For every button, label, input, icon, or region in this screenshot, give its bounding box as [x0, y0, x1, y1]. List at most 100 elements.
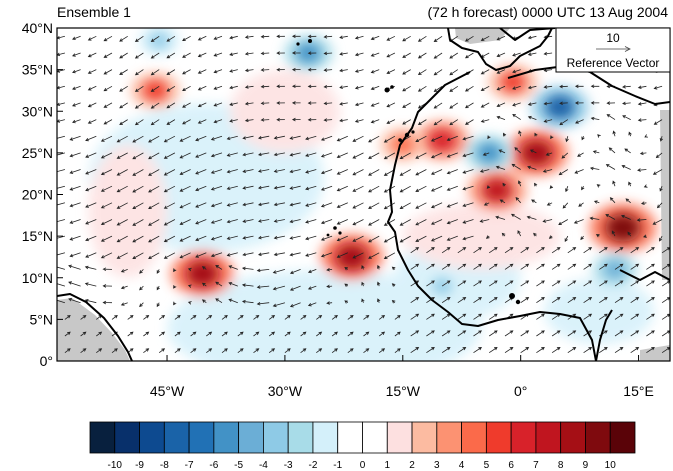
wind-vector-arrow: [653, 119, 663, 125]
wind-vector-arrow: [305, 202, 317, 207]
wind-vector-arrow: [229, 102, 238, 106]
wind-vector-arrow: [354, 69, 364, 73]
reference-vector-box: 10 Reference Vector: [555, 27, 671, 73]
wind-vector-arrow: [289, 185, 301, 190]
wind-vector-arrow: [229, 52, 238, 56]
colorbar-label: -10: [108, 460, 123, 471]
wind-vector-arrow: [68, 264, 81, 270]
wind-vector-arrow: [606, 114, 616, 120]
colorbar-label: 9: [583, 460, 589, 471]
wind-vector-arrow: [599, 297, 608, 304]
wind-vector-arrow: [273, 152, 285, 157]
wind-vector-arrow: [464, 35, 474, 42]
wind-vector-arrow: [134, 102, 144, 109]
latitude-axis: 0° 5°N 10°N 15°N 20°N 25°N 30°N 35°N 40°N: [22, 20, 63, 369]
wind-vector-arrow: [197, 102, 207, 108]
wind-vector-arrow: [402, 35, 411, 42]
wind-vector-arrow: [583, 280, 593, 287]
wind-vector-arrow: [583, 263, 593, 270]
wind-vector-arrow: [197, 52, 207, 58]
wind-vector-arrow: [504, 263, 514, 270]
wind-vector-arrow: [441, 263, 451, 270]
wind-vector-arrow: [441, 297, 451, 304]
wind-vector-arrow: [242, 219, 254, 223]
wind-vector-arrow: [166, 35, 176, 42]
wind-vector-arrow: [320, 252, 333, 258]
wind-vector-arrow: [272, 302, 286, 308]
wind-vector-arrow: [498, 149, 506, 154]
wind-vector-arrow: [307, 67, 317, 72]
wind-vector-arrow: [64, 315, 71, 320]
wind-vector-arrow: [242, 202, 254, 207]
wind-vector-arrow: [488, 347, 498, 354]
wind-vector-arrow: [462, 169, 474, 174]
wind-vector-arrow: [410, 347, 420, 354]
wind-vector-arrow: [273, 135, 285, 140]
wind-vector-arrow: [339, 102, 348, 106]
wind-vector-arrow: [580, 235, 584, 241]
wind-vector-arrow: [512, 102, 521, 107]
wind-vector-arrow: [486, 185, 491, 189]
wind-vector-arrow: [446, 202, 458, 208]
wind-vector-arrow: [536, 297, 545, 304]
wind-vector-arrow: [562, 202, 569, 209]
wind-vector-arrow: [430, 219, 443, 225]
wind-vector-arrow: [630, 330, 640, 337]
wind-vector-arrow: [504, 280, 514, 287]
wind-vector-arrow: [536, 330, 545, 337]
wind-vector-arrow: [457, 247, 467, 254]
wind-vector-arrow: [496, 69, 506, 74]
anomaly-center: [335, 243, 369, 270]
wind-vector-arrow: [336, 219, 348, 225]
wind-vector-arrow: [383, 152, 396, 160]
wind-vector-arrow: [488, 313, 498, 320]
wind-vector-arrow: [272, 285, 286, 291]
wind-vector-arrow: [527, 115, 537, 120]
wind-vector-arrow: [352, 169, 364, 176]
wind-vector-arrow: [622, 84, 631, 89]
wind-vector-arrow: [103, 119, 113, 125]
wind-vector-arrow: [150, 52, 160, 59]
wind-vector-arrow: [326, 267, 333, 272]
wind-vector-arrow: [226, 169, 238, 174]
wind-vector-arrow: [573, 219, 584, 224]
wind-vector-arrow: [210, 185, 223, 191]
colorbar-swatch: [287, 421, 314, 454]
eastern-africa-boundary: [619, 269, 670, 281]
colorbar-swatch: [411, 421, 438, 454]
wind-vector-arrow: [226, 152, 238, 157]
wind-vector-arrow: [457, 297, 467, 304]
wind-vector-arrow: [268, 348, 276, 354]
wind-vector-arrow: [68, 281, 81, 287]
wind-vector-arrow: [449, 69, 459, 76]
wind-vector-arrow: [368, 252, 380, 259]
wind-vector-arrow: [352, 135, 364, 142]
longitude-axis: 45°W 30°W 15°W 0° 15°E: [150, 355, 654, 399]
wind-vector-arrow: [583, 247, 593, 254]
wind-vector-arrow: [488, 247, 498, 254]
wind-vector-arrow: [378, 331, 386, 337]
wind-vector-arrow: [487, 135, 491, 140]
wind-vector-arrow: [320, 169, 333, 175]
wind-vector-arrow: [323, 68, 333, 72]
colorbar-swatch: [238, 421, 264, 454]
wind-vector-arrow: [307, 285, 317, 290]
wind-vector-arrow: [386, 102, 396, 108]
wind-vector-arrow: [102, 300, 113, 305]
reference-vector-arrowhead: [624, 46, 631, 52]
anomaly-center: [603, 260, 627, 279]
wind-vector-arrow: [551, 347, 561, 354]
wind-vector-arrow: [630, 263, 640, 270]
wind-vector-arrow: [291, 101, 301, 105]
wind-vector-arrow: [336, 152, 348, 158]
wind-vector-arrow: [646, 330, 655, 337]
wind-vector-arrow: [614, 247, 624, 254]
wind-vector-arrow: [305, 152, 317, 157]
wind-vector-arrow: [462, 152, 474, 158]
wind-vector-arrow: [163, 235, 176, 243]
wind-vector-arrow: [289, 285, 301, 291]
wind-vector-arrow: [320, 152, 333, 158]
wind-vector-arrow: [464, 85, 474, 92]
lat-tick-label: 20°N: [22, 187, 53, 203]
colorbar-swatch: [337, 421, 363, 454]
